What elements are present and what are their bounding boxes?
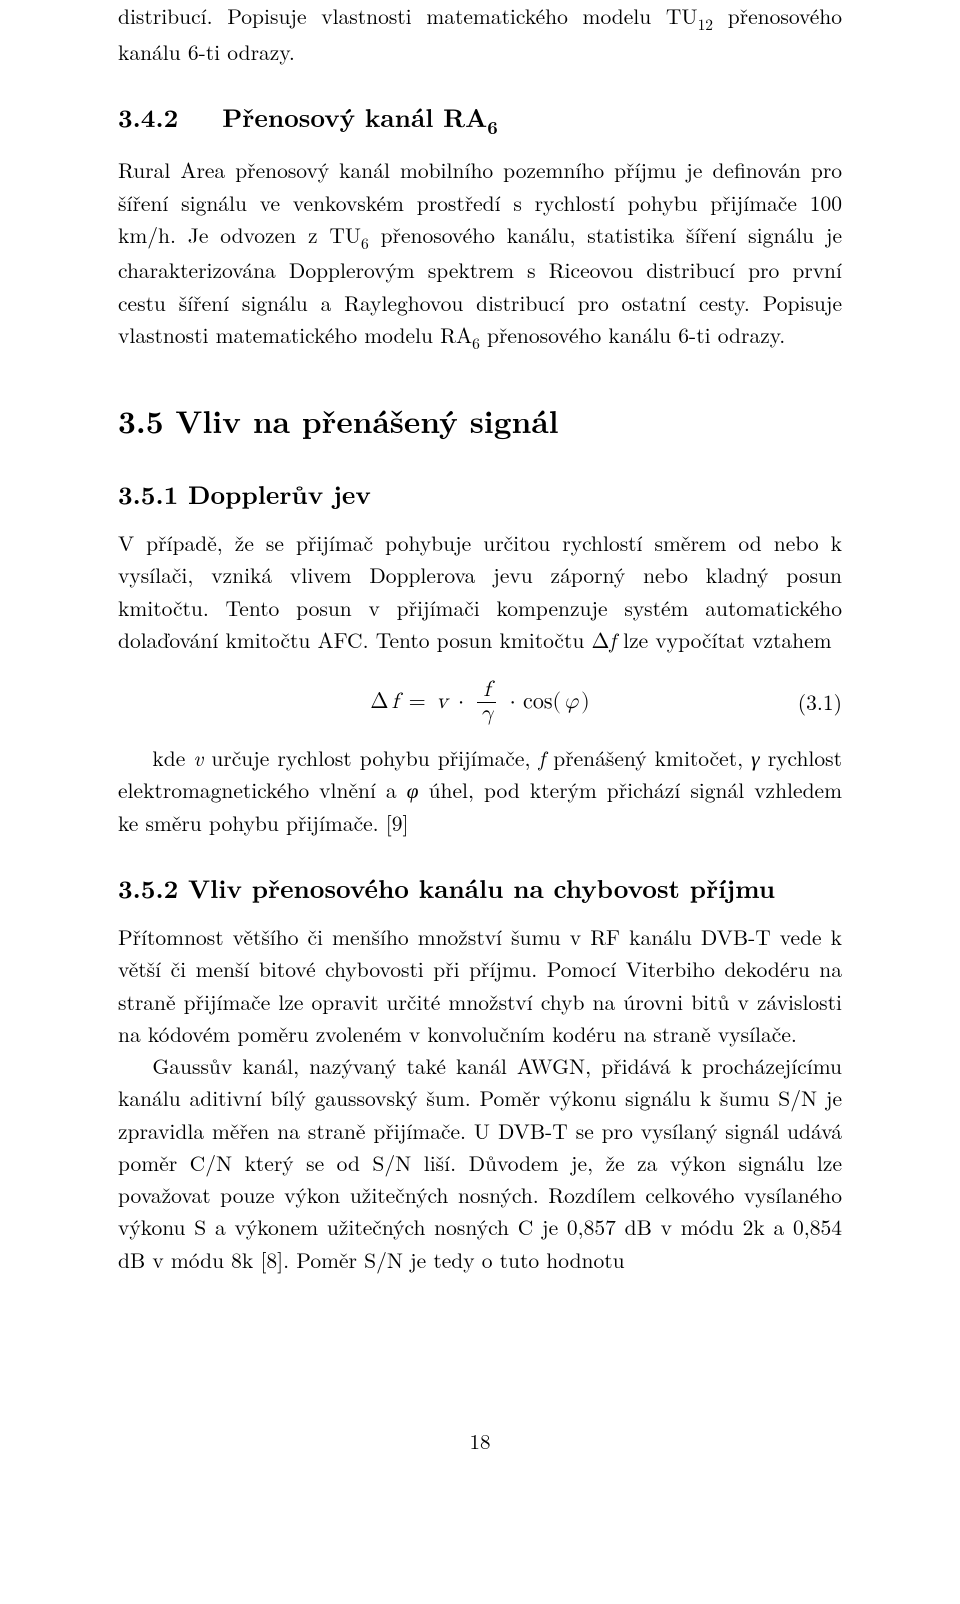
- page: distribucí. Popisuje vlastnosti matemati…: [0, 0, 960, 1497]
- equation-3-1-body: Δf = v · fγ · cos(φ): [370, 679, 589, 726]
- equation-3-1: Δf = v · fγ · cos(φ) (3.1): [118, 674, 842, 730]
- heading-3-5-2: 3.5.2 Vliv přenosového kanálu na chybovo…: [118, 869, 842, 907]
- heading-3-5-1: 3.5.1 Dopplerův jev: [118, 475, 842, 513]
- intro-paragraph: distribucí. Popisuje vlastnosti matemati…: [118, 0, 842, 68]
- para-3-5-1-b: kde v určuje rychlost pohybu přijímače, …: [118, 742, 842, 839]
- para-3-5-2-b: Gaussův kanál, nazývaný také kanál AWGN,…: [118, 1050, 842, 1276]
- heading-3-5: 3.5 Vliv na přenášený signál: [118, 398, 842, 445]
- para-3-5-1-a: V případě, že se přijímač pohybuje určit…: [118, 527, 842, 656]
- heading-3-4-2: 3.4.2 Přenosový kanál RA6: [118, 98, 842, 141]
- para-3-5-2-a: Přítomnost většího či menšího množství š…: [118, 921, 842, 1050]
- page-number: 18: [118, 1426, 842, 1498]
- equation-3-1-number: (3.1): [798, 686, 842, 718]
- para-3-4-2: Rural Area přenosový kanál mobilního poz…: [118, 154, 842, 354]
